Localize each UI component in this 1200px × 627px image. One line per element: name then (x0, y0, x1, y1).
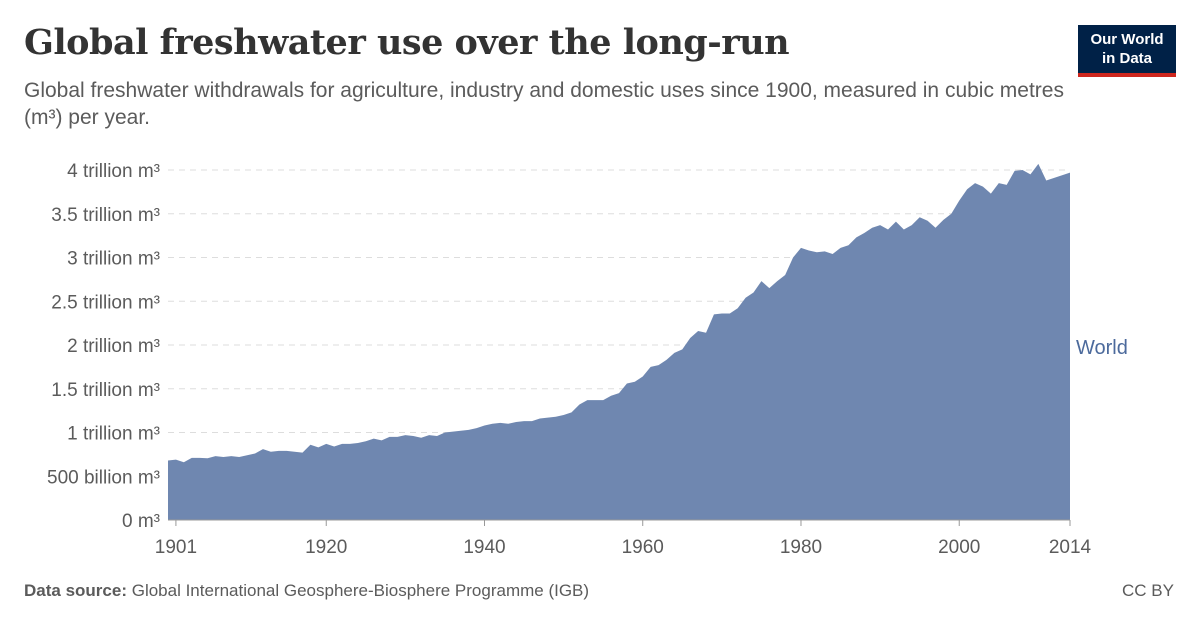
y-tick-label: 2.5 trillion m³ (51, 292, 160, 313)
data-source: Data source: Global International Geosph… (24, 581, 589, 601)
owid-logo[interactable]: Our World in Data (1078, 25, 1176, 77)
y-tick-label: 3.5 trillion m³ (51, 205, 160, 226)
y-tick-label: 1 trillion m³ (67, 424, 160, 445)
series-labels: World (1076, 337, 1128, 359)
y-tick-label: 500 billion m³ (47, 467, 160, 488)
axes (168, 519, 1071, 526)
y-tick-label: 0 m³ (122, 511, 160, 532)
logo-line-2: in Data (1101, 50, 1152, 67)
data-source-label: Data source: (24, 581, 127, 600)
chart-title: Global freshwater use over the long-run (24, 22, 790, 63)
area-series-world[interactable] (168, 163, 1070, 520)
x-tick-label: 1960 (622, 537, 664, 558)
x-tick-label: 1980 (780, 537, 822, 558)
x-tick-label: 2014 (1049, 537, 1092, 558)
x-tick-label: 1901 (155, 537, 197, 558)
x-tick-label: 1940 (463, 537, 505, 558)
series-label-world[interactable]: World (1076, 337, 1128, 359)
y-tick-label: 2 trillion m³ (67, 336, 160, 357)
x-tick-label: 1920 (305, 537, 347, 558)
x-tick-label: 2000 (938, 537, 980, 558)
data-source-text[interactable]: Global International Geosphere-Biosphere… (131, 581, 590, 600)
y-tick-label: 4 trillion m³ (67, 161, 160, 182)
license[interactable]: CC BY (1122, 581, 1174, 600)
y-tick-label: 3 trillion m³ (67, 249, 160, 270)
chart-subtitle: Global freshwater withdrawals for agricu… (24, 79, 1064, 129)
x-tick-labels: 1901 1920 1940 1960 1980 2000 2014 (155, 537, 1092, 558)
logo-line-1: Our World (1090, 31, 1164, 48)
y-tick-labels: 0 m³ 500 billion m³ 1 trillion m³ 1.5 trill… (47, 161, 160, 532)
series-area[interactable] (168, 163, 1070, 520)
y-tick-label: 1.5 trillion m³ (51, 380, 160, 401)
